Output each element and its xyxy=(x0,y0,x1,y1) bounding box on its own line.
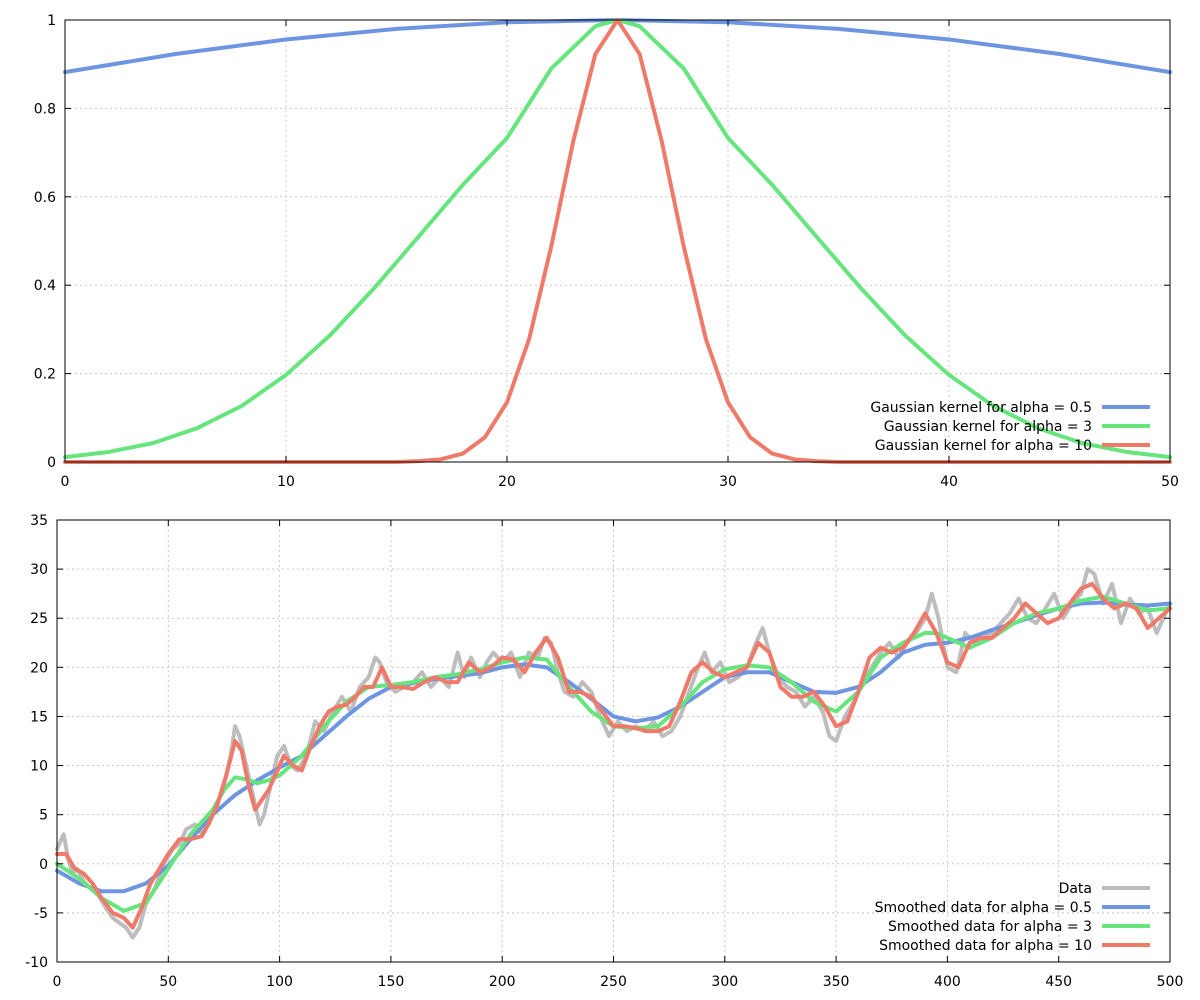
y-tick-label: 1 xyxy=(47,13,56,29)
x-tick-label: 40 xyxy=(940,474,958,490)
legend-label: Smoothed data for alpha = 0.5 xyxy=(875,900,1092,916)
y-tick-label: 5 xyxy=(39,808,48,824)
legend-item: Gaussian kernel for alpha = 3 xyxy=(884,419,1150,435)
y-tick-label: 35 xyxy=(30,513,48,529)
legend-label: Gaussian kernel for alpha = 0.5 xyxy=(870,400,1092,416)
legend-label: Gaussian kernel for alpha = 3 xyxy=(884,419,1092,435)
y-tick-label: 25 xyxy=(30,611,48,627)
legend-label: Gaussian kernel for alpha = 10 xyxy=(875,438,1092,454)
y-tick-label: 0.4 xyxy=(34,278,56,294)
y-tick-label: 0.2 xyxy=(34,367,56,383)
legend-label: Data xyxy=(1059,881,1092,897)
x-tick-label: 0 xyxy=(61,474,70,490)
smoothed-series-line-1 xyxy=(55,600,1172,894)
y-tick-label: 0.8 xyxy=(34,101,56,117)
smoothed-legend: Data Smoothed data for alpha = 0.5 Smoothe… xyxy=(875,881,1150,954)
y-tick-label: 15 xyxy=(30,709,48,725)
y-tick-label: -5 xyxy=(34,906,48,922)
legend-label: Smoothed data for alpha = 3 xyxy=(888,919,1092,935)
y-tick-label: 0 xyxy=(39,857,48,873)
x-tick-label: 450 xyxy=(1045,974,1072,990)
x-tick-label: 300 xyxy=(711,974,738,990)
x-tick-label: 150 xyxy=(378,974,405,990)
x-tick-label: 20 xyxy=(498,474,516,490)
legend-item: Gaussian kernel for alpha = 0.5 xyxy=(870,400,1150,416)
x-tick-label: 500 xyxy=(1157,974,1184,990)
x-tick-label: 200 xyxy=(489,974,516,990)
legend-label: Smoothed data for alpha = 10 xyxy=(879,938,1092,954)
kernel-legend: Gaussian kernel for alpha = 0.5 Gaussian … xyxy=(870,400,1150,454)
legend-item: Smoothed data for alpha = 10 xyxy=(879,938,1150,954)
smoothed-series-line-3 xyxy=(55,581,1172,930)
x-tick-label: 100 xyxy=(266,974,293,990)
legend-item: Gaussian kernel for alpha = 10 xyxy=(875,438,1150,454)
kernel-plot: 0 10 20 30 40 50 0 0.2 0.4 0.6 0.8 1 Gaussian kernel… xyxy=(34,13,1179,490)
smoothed-series-group xyxy=(55,567,1172,940)
y-tick-label: 20 xyxy=(30,660,48,676)
smoothed-axes: 0 50 100 150 200 250 300 350 400 450 500 -10 -5 0 5 10 1… xyxy=(25,513,1183,990)
kernel-grid xyxy=(65,20,1170,462)
x-tick-label: 10 xyxy=(277,474,295,490)
x-tick-label: 50 xyxy=(1161,474,1179,490)
y-tick-label: 10 xyxy=(30,759,48,775)
legend-item: Smoothed data for alpha = 0.5 xyxy=(875,900,1150,916)
smoothed-series-line-2 xyxy=(55,594,1172,913)
kernel-axes: 0 10 20 30 40 50 0 0.2 0.4 0.6 0.8 1 xyxy=(34,13,1179,490)
kernel-plot-frame xyxy=(64,19,1171,463)
y-tick-label: 30 xyxy=(30,562,48,578)
y-tick-label: 0.6 xyxy=(34,190,56,206)
x-tick-label: 400 xyxy=(934,974,961,990)
x-tick-label: 350 xyxy=(823,974,850,990)
y-tick-label: 0 xyxy=(47,455,56,471)
smoothed-data-plot: 0 50 100 150 200 250 300 350 400 450 500 -10 -5 0 5 10 1… xyxy=(25,513,1183,990)
x-tick-label: 250 xyxy=(600,974,627,990)
y-tick-label: -10 xyxy=(25,955,48,971)
legend-item: Smoothed data for alpha = 3 xyxy=(888,919,1150,935)
x-tick-label: 0 xyxy=(53,974,62,990)
x-tick-label: 30 xyxy=(719,474,737,490)
x-tick-label: 50 xyxy=(159,974,177,990)
legend-item: Data xyxy=(1059,881,1150,897)
